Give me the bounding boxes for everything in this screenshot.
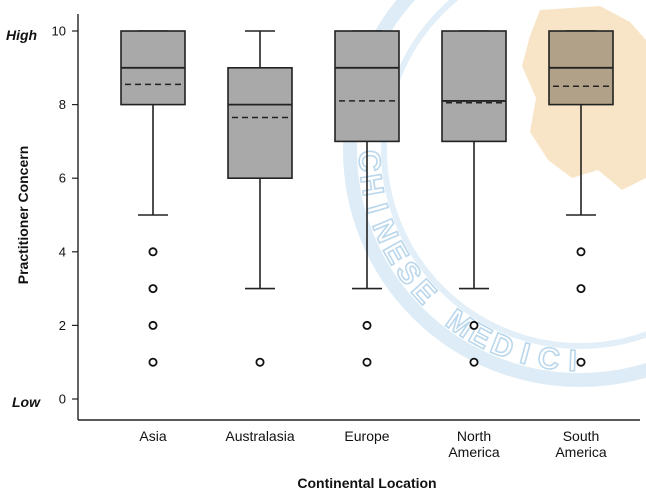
y-ticks: 0 2 4 6 8 10	[52, 24, 78, 407]
y-tick-label: 2	[59, 318, 66, 333]
watermark-ring-outer	[343, 0, 646, 387]
outlier-point	[255, 357, 265, 367]
x-tick-label: America	[555, 444, 607, 460]
y-anchor-high-label: High	[6, 27, 37, 43]
y-tick-label: 10	[52, 24, 66, 39]
boxes	[120, 30, 614, 367]
outlier-point	[362, 320, 372, 330]
y-tick-label: 0	[59, 392, 66, 407]
x-tick-label: Europe	[344, 428, 389, 444]
box-iqr	[227, 67, 293, 180]
box-group	[227, 30, 293, 367]
x-tick-label: America	[448, 444, 500, 460]
box-group	[548, 30, 614, 367]
box-group	[120, 30, 186, 367]
outlier-point	[576, 357, 586, 367]
outlier-point	[576, 284, 586, 294]
y-tick-label: 8	[59, 97, 66, 112]
outlier-point	[148, 247, 158, 257]
outlier-point	[362, 357, 372, 367]
outlier-point	[469, 357, 479, 367]
x-tick-label: South	[563, 428, 600, 444]
y-axis-title: Practitioner Concern	[15, 146, 31, 284]
outlier-point	[576, 247, 586, 257]
outlier-point	[148, 284, 158, 294]
outlier-point	[148, 357, 158, 367]
watermark-letter: H	[353, 172, 389, 199]
y-anchor-low-label: Low	[12, 394, 41, 410]
x-axis-title: Continental Location	[297, 475, 436, 491]
box-group	[334, 30, 400, 367]
outlier-point	[148, 320, 158, 330]
box-group	[441, 30, 507, 367]
box-iqr	[441, 30, 507, 143]
watermark-letter: I	[360, 200, 394, 217]
x-tick-labels: Asia Australasia Europe NorthAmericaSouthAm…	[139, 428, 606, 460]
watermark-ring-inner	[381, 0, 646, 349]
watermark-letter: I	[517, 337, 534, 371]
outlier-point	[469, 320, 479, 330]
x-tick-label: Australasia	[225, 428, 294, 444]
box-iqr	[334, 30, 400, 143]
x-tick-label: North	[457, 428, 491, 444]
watermark-letter: I	[568, 345, 577, 378]
watermark-letter: C	[352, 149, 386, 172]
y-tick-label: 6	[59, 171, 66, 186]
x-tick-label: Asia	[139, 428, 166, 444]
y-tick-label: 4	[59, 244, 66, 259]
watermark-letter: C	[535, 341, 561, 377]
